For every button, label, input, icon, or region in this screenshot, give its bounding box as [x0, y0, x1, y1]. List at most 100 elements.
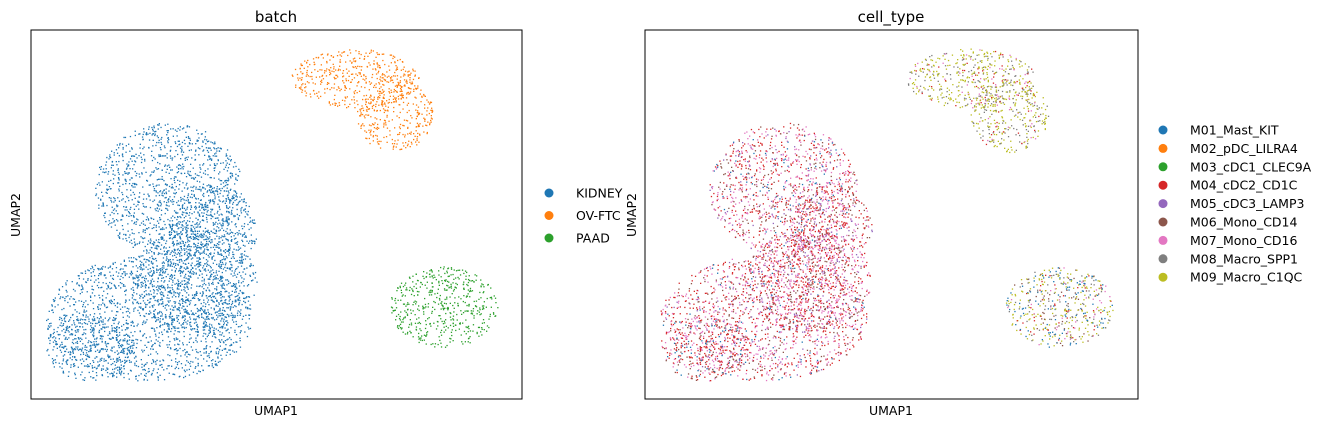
point-kidney — [209, 156, 211, 158]
point-kidney — [122, 340, 124, 342]
point-kidney — [186, 225, 188, 227]
point-kidney — [220, 312, 222, 315]
point-kidney — [220, 284, 222, 286]
point-kidney — [169, 314, 171, 316]
point-ov-ftc — [399, 111, 401, 114]
point-kidney — [184, 287, 186, 289]
point-ov-ftc — [404, 136, 406, 138]
point-kidney — [157, 136, 159, 139]
point-kidney — [158, 252, 160, 254]
point-kidney — [187, 193, 190, 195]
point-ov-ftc — [401, 96, 403, 98]
point-ov-ftc — [315, 56, 317, 59]
point-kidney — [172, 135, 174, 137]
point-kidney — [207, 287, 209, 289]
point-kidney — [208, 232, 210, 234]
point-kidney — [206, 263, 209, 266]
point-ov-ftc — [430, 121, 432, 123]
point-kidney — [216, 263, 218, 266]
point-kidney — [177, 367, 180, 370]
point-kidney — [183, 277, 185, 279]
point-kidney — [169, 291, 171, 294]
point-ov-ftc — [370, 102, 372, 104]
point-kidney — [139, 192, 141, 194]
point-ov-ftc — [419, 134, 421, 136]
point-kidney — [190, 310, 192, 312]
point-kidney — [107, 224, 110, 226]
point-kidney — [226, 267, 228, 269]
point-kidney — [46, 319, 48, 322]
point-kidney — [159, 200, 161, 202]
point-kidney — [176, 353, 178, 355]
point-kidney — [180, 231, 182, 233]
point-ov-ftc — [414, 74, 416, 76]
point-kidney — [200, 203, 202, 205]
point-kidney — [113, 178, 115, 180]
point-kidney — [198, 223, 201, 225]
point-kidney — [185, 241, 187, 244]
point-kidney — [242, 280, 244, 283]
point-kidney — [148, 293, 150, 295]
point-kidney — [217, 147, 219, 149]
point-kidney — [53, 336, 55, 338]
point-kidney — [79, 319, 81, 321]
point-kidney — [245, 307, 247, 309]
point-kidney — [218, 292, 220, 294]
point-kidney — [143, 250, 145, 252]
point-kidney — [191, 230, 193, 232]
point-kidney — [159, 154, 161, 156]
point-ov-ftc — [299, 67, 301, 70]
point-kidney — [102, 365, 104, 367]
point-kidney — [113, 221, 115, 223]
point-kidney — [101, 335, 103, 337]
point-ov-ftc — [372, 99, 374, 101]
point-ov-ftc — [304, 60, 306, 62]
point-kidney — [98, 207, 100, 209]
point-kidney — [105, 360, 107, 362]
point-kidney — [206, 297, 208, 299]
point-ov-ftc — [375, 83, 377, 85]
point-kidney — [145, 249, 148, 251]
point-ov-ftc — [380, 104, 383, 106]
point-kidney — [81, 285, 83, 288]
point-kidney — [254, 271, 257, 274]
point-kidney — [117, 177, 120, 179]
point-kidney — [177, 338, 179, 340]
point-kidney — [229, 261, 231, 263]
point-kidney — [163, 234, 165, 236]
point-ov-ftc — [306, 73, 308, 76]
point-ov-ftc — [350, 73, 353, 75]
point-kidney — [113, 375, 115, 377]
point-kidney — [234, 233, 236, 235]
point-ov-ftc — [304, 90, 306, 92]
point-kidney — [160, 268, 162, 270]
point-kidney — [82, 305, 84, 308]
point-kidney — [113, 212, 115, 215]
point-kidney — [129, 352, 131, 355]
point-kidney — [186, 266, 188, 268]
point-ov-ftc — [402, 108, 404, 110]
point-kidney — [124, 334, 126, 336]
point-kidney — [93, 377, 95, 379]
point-kidney — [238, 232, 240, 234]
point-kidney — [161, 287, 163, 289]
point-kidney — [104, 327, 106, 329]
point-ov-ftc — [396, 68, 399, 70]
point-kidney — [198, 258, 201, 260]
point-kidney — [158, 233, 160, 235]
point-kidney — [127, 334, 129, 336]
point-kidney — [100, 199, 102, 201]
point-kidney — [183, 305, 185, 308]
point-kidney — [220, 267, 222, 270]
point-kidney — [90, 268, 92, 270]
point-kidney — [157, 277, 159, 279]
point-kidney — [219, 275, 222, 277]
point-kidney — [157, 210, 159, 212]
point-kidney — [137, 201, 139, 203]
point-kidney — [144, 285, 146, 287]
point-kidney — [163, 285, 165, 287]
point-kidney — [248, 228, 250, 231]
point-kidney — [97, 365, 99, 367]
point-kidney — [133, 208, 136, 210]
point-kidney — [217, 329, 219, 332]
